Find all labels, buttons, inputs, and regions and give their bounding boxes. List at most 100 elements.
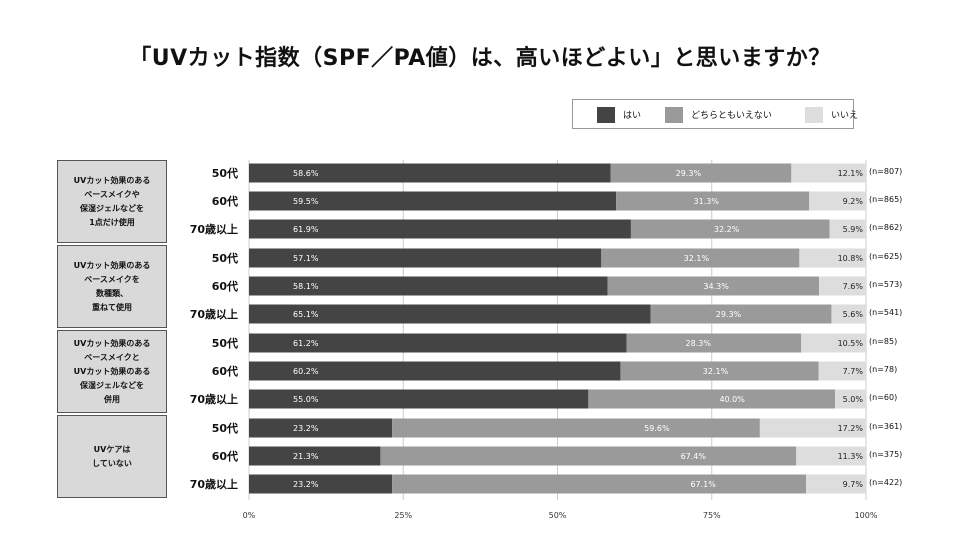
bar-data-label: 5.0%: [843, 395, 864, 404]
row-category-label: 70歳以上: [189, 308, 238, 321]
group-label: UVカット効果のある ベースメイクや 保湿ジェルなどを 1点だけ使用: [73, 175, 151, 227]
row-category-label: 70歳以上: [189, 393, 238, 406]
bar-segment-yes: [249, 276, 608, 296]
bar-data-label: 21.3%: [293, 452, 319, 461]
legend-label-neutral: どちらともいえない: [691, 111, 772, 121]
bar-segment-neutral: [610, 163, 792, 183]
bar-segment-no: [829, 219, 866, 239]
row-sample-size: (n=422): [869, 478, 903, 487]
bar-data-label: 9.2%: [843, 197, 864, 206]
bar-segment-neutral: [392, 418, 760, 438]
bar-segment-yes: [249, 304, 651, 324]
bar-segment-neutral: [380, 446, 797, 466]
bar-segment-neutral: [588, 389, 836, 409]
bar-data-label: 65.1%: [293, 310, 319, 319]
x-tick-label: 100%: [855, 511, 878, 520]
bar-data-label: 10.8%: [838, 254, 864, 263]
bar-segment-neutral: [392, 474, 807, 494]
bar-data-label: 67.1%: [690, 480, 716, 489]
bar-segment-no: [818, 361, 866, 381]
bar-segment-no: [835, 389, 866, 409]
bar-data-label: 10.5%: [838, 339, 864, 348]
bar-segment-no: [791, 163, 866, 183]
bar-segment-yes: [249, 219, 631, 239]
bar-data-label: 23.2%: [293, 424, 319, 433]
bar-data-label: 12.1%: [838, 169, 864, 178]
bar-data-label: 23.2%: [293, 480, 319, 489]
group-label-box: UVカット効果のある ベースメイクと UVカット効果のある 保湿ジェルなどを 併…: [57, 330, 167, 413]
row-category-label: 70歳以上: [189, 223, 238, 236]
bar-segment-yes: [249, 248, 602, 268]
row-sample-size: (n=375): [869, 450, 903, 459]
bar-data-label: 29.3%: [676, 169, 702, 178]
row-sample-size: (n=573): [869, 280, 903, 289]
row-sample-size: (n=60): [869, 393, 898, 402]
bar-segment-yes: [249, 389, 589, 409]
row-category-label: 50代: [211, 167, 238, 180]
x-tick-label: 0%: [243, 511, 256, 520]
bar-segment-neutral: [601, 248, 800, 268]
bar-segment-no: [809, 191, 866, 211]
group-label: UVケアは していない: [92, 444, 132, 468]
bar-segment-neutral: [630, 219, 830, 239]
row-sample-size: (n=807): [869, 167, 903, 176]
row-sample-size: (n=541): [869, 308, 903, 317]
bar-data-label: 7.6%: [843, 282, 864, 291]
bar-segment-no: [801, 333, 866, 353]
bar-segment-yes: [249, 418, 393, 438]
group-label-box: UVカット効果のある ベースメイクを 数種類、 重ねて使用: [57, 245, 167, 328]
legend-swatch-no: [805, 107, 823, 123]
bar-segment-neutral: [626, 333, 802, 353]
group-label-box: UVケアは していない: [57, 415, 167, 498]
bar-data-label: 57.1%: [293, 254, 319, 263]
x-tick-label: 75%: [703, 511, 721, 520]
bar-segment-no: [819, 276, 866, 296]
bar-segment-yes: [249, 163, 611, 183]
bar-segment-yes: [249, 361, 621, 381]
legend-label-no: いいえ: [831, 111, 859, 121]
bar-data-label: 9.7%: [843, 480, 864, 489]
bar-data-label: 59.5%: [293, 197, 319, 206]
row-category-label: 60代: [211, 195, 238, 208]
x-tick-label: 50%: [549, 511, 567, 520]
bar-data-label: 58.6%: [293, 169, 319, 178]
bar-data-label: 40.0%: [719, 395, 745, 404]
legend: はい どちらともいえない いいえ: [572, 99, 858, 129]
row-category-label: 60代: [211, 450, 238, 463]
bar-segment-yes: [249, 191, 617, 211]
bar-data-label: 60.2%: [293, 367, 319, 376]
row-category-label: 50代: [211, 252, 238, 265]
row-sample-size: (n=862): [869, 223, 903, 232]
group-label: UVカット効果のある ベースメイクと UVカット効果のある 保湿ジェルなどを 併…: [73, 338, 151, 404]
bar-segment-no: [806, 474, 866, 494]
bar-segment-neutral: [620, 361, 819, 381]
bar-segment-no: [759, 418, 866, 438]
bar-segment-neutral: [616, 191, 810, 211]
bar-data-label: 61.9%: [293, 225, 319, 234]
legend-swatch-yes: [597, 107, 615, 123]
bar-data-label: 29.3%: [716, 310, 742, 319]
bar-data-label: 61.2%: [293, 339, 319, 348]
chart-title: 「UVカット指数（SPF／PA値）は、高いほどよい」と思いますか？: [129, 46, 831, 71]
bar-segment-neutral: [650, 304, 832, 324]
bar-data-label: 31.3%: [694, 197, 720, 206]
bar-data-label: 55.0%: [293, 395, 319, 404]
bar-data-label: 32.2%: [714, 225, 740, 234]
row-sample-size: (n=625): [869, 252, 903, 261]
bar-data-label: 5.6%: [843, 310, 864, 319]
bar-data-label: 28.3%: [686, 339, 712, 348]
bar-data-label: 59.6%: [644, 424, 670, 433]
x-tick-label: 25%: [394, 511, 412, 520]
bar-data-label: 58.1%: [293, 282, 319, 291]
bar-data-label: 5.9%: [843, 225, 864, 234]
group-label-box: UVカット効果のある ベースメイクや 保湿ジェルなどを 1点だけ使用: [57, 160, 167, 243]
bar-segment-no: [796, 446, 866, 466]
bar-data-label: 34.3%: [703, 282, 729, 291]
bar-data-label: 7.7%: [843, 367, 864, 376]
row-sample-size: (n=78): [869, 365, 898, 374]
row-category-label: 70歳以上: [189, 478, 238, 491]
bar-data-label: 32.1%: [684, 254, 710, 263]
bar-segment-no: [799, 248, 866, 268]
bar-segment-yes: [249, 474, 393, 494]
